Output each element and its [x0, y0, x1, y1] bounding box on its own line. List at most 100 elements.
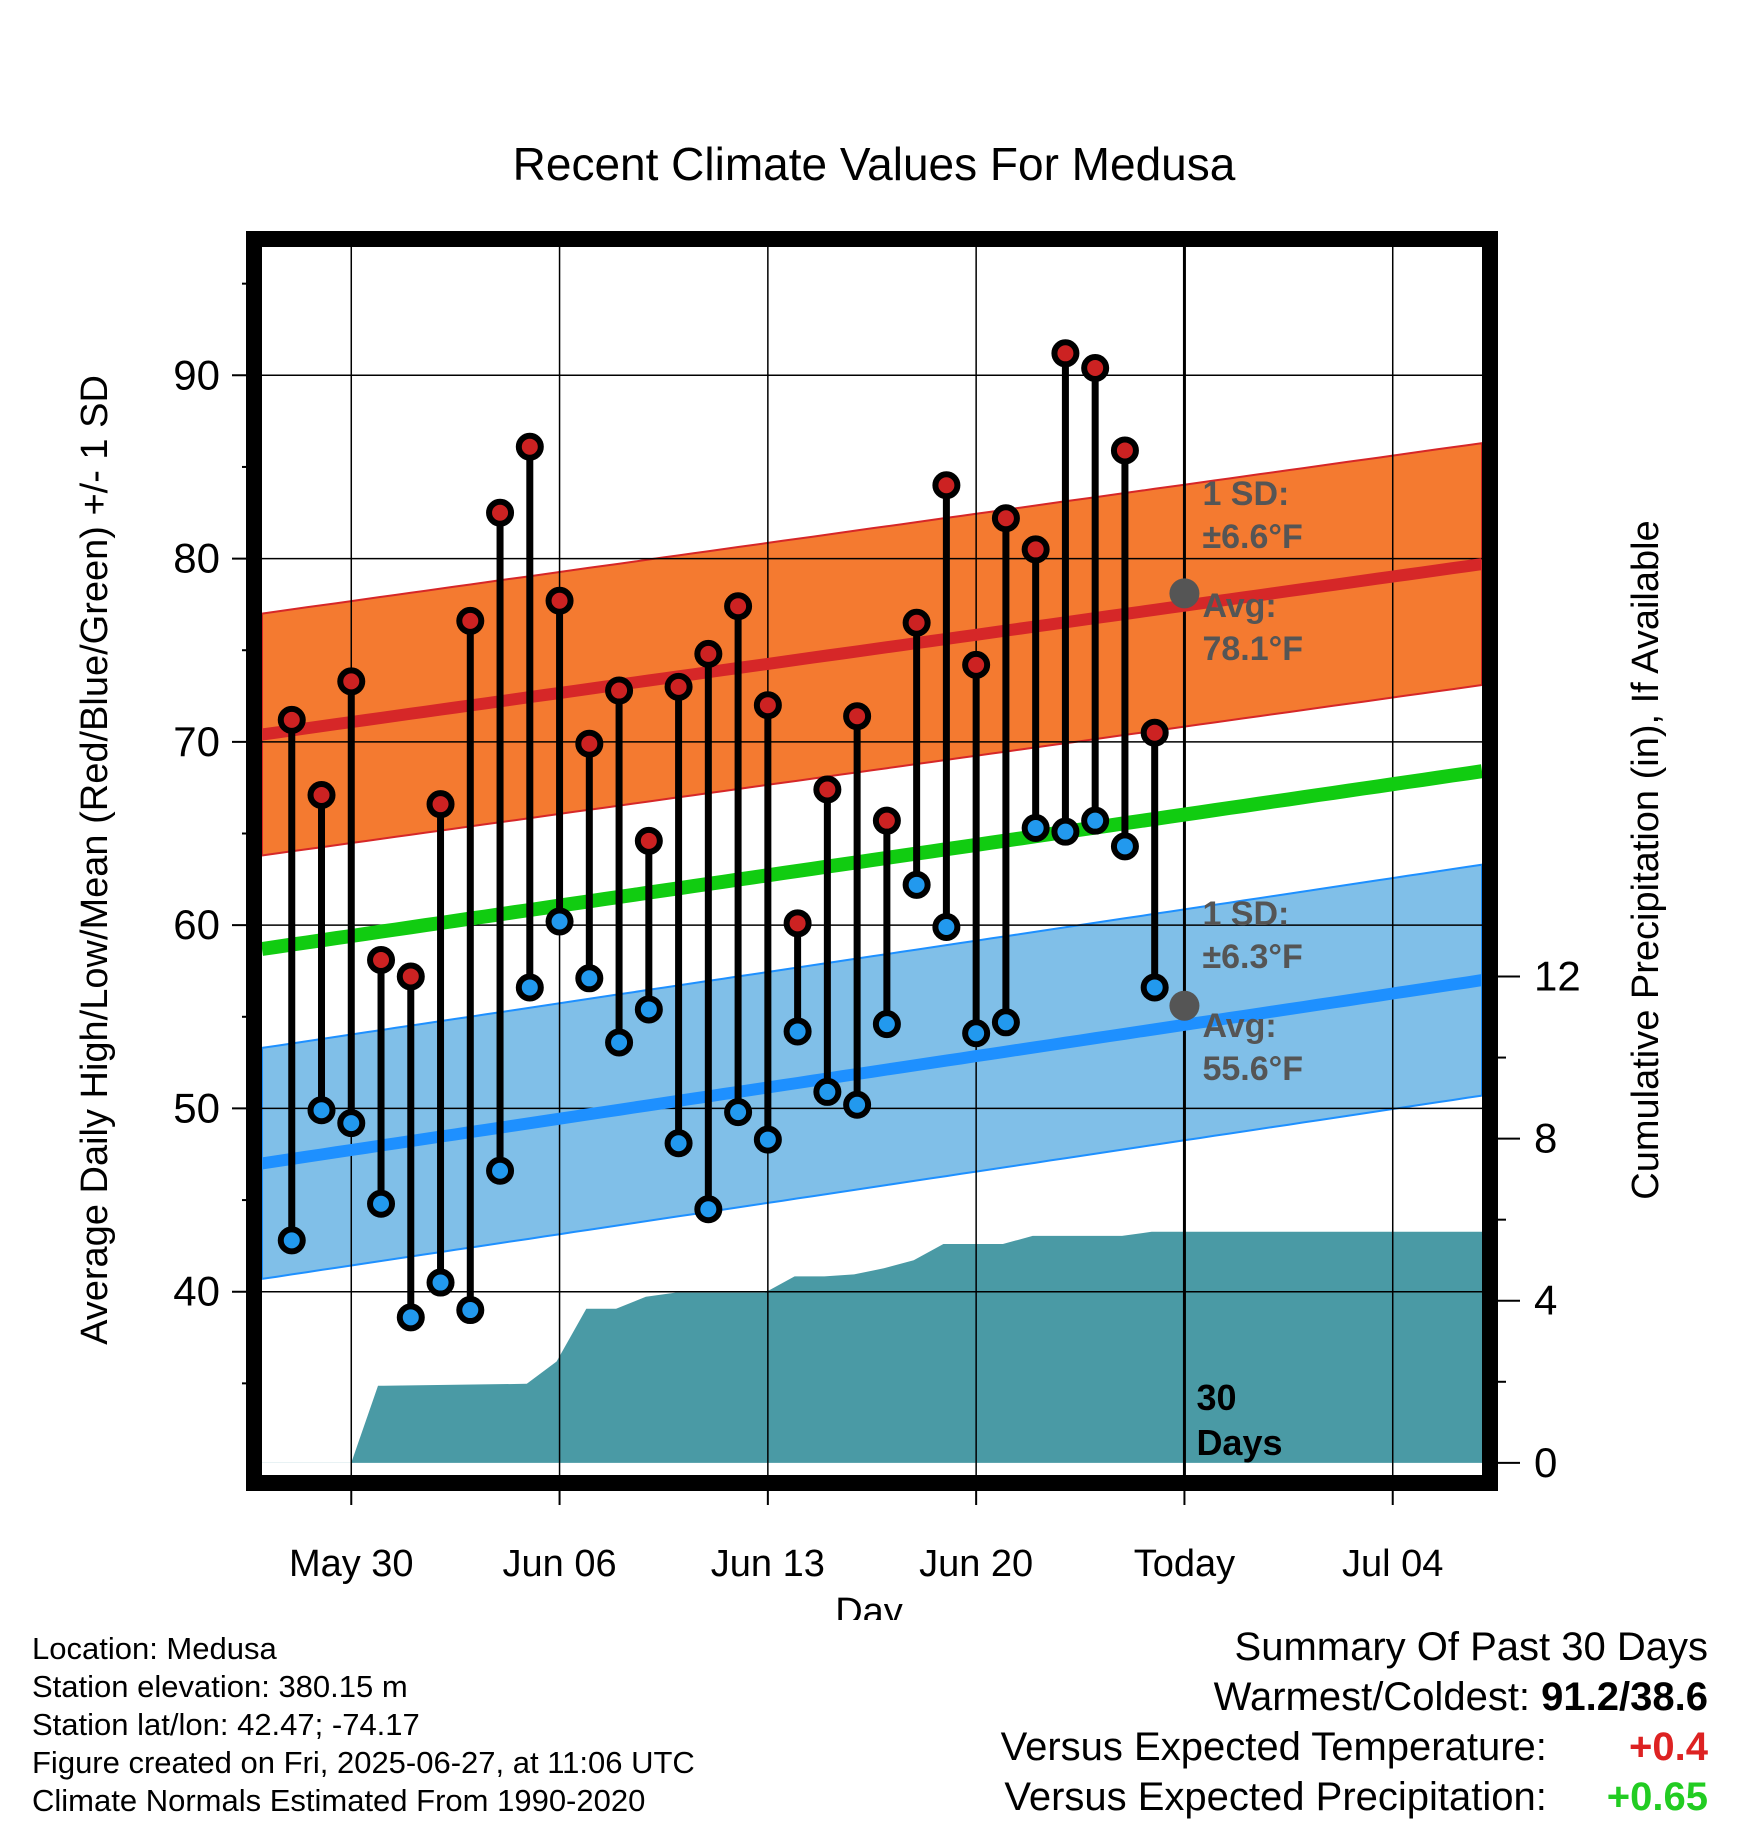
low-temp-point: [1051, 817, 1080, 846]
high-temp-point: [307, 781, 336, 810]
y-right-tick-label: 0: [1534, 1439, 1557, 1486]
created-text: Figure created on Fri, 2025-06-27, at 11…: [32, 1745, 695, 1780]
high-sd-value: ±6.6°F: [1202, 518, 1302, 556]
plot-frame: [246, 231, 1498, 1491]
warmest-value: 91.2/38.6: [1541, 1675, 1708, 1719]
low-temp-point: [277, 1226, 306, 1255]
low-temp-point: [1140, 973, 1169, 1002]
latlon-text: Station lat/lon: 42.47; -74.17: [32, 1707, 420, 1742]
low-temp-point: [486, 1156, 515, 1185]
low-temp-point: [843, 1090, 872, 1119]
low-temp-point: [1081, 806, 1110, 835]
high-temp-point: [486, 498, 515, 527]
high-temp-point: [456, 606, 485, 635]
low-temp-point: [813, 1077, 842, 1106]
low-temp-point: [396, 1303, 425, 1332]
high-temp-point: [277, 705, 306, 734]
y-axis-right-label: Cumulative Precipitation (in), If Availa…: [1625, 520, 1667, 1199]
y-right-tick-label: 8: [1534, 1115, 1557, 1162]
high-temp-point: [396, 962, 425, 991]
y-right-tick-label: 4: [1534, 1277, 1557, 1324]
high-temp-point: [1021, 535, 1050, 564]
high-temp-point: [962, 650, 991, 679]
today-high-avg-marker: [1169, 578, 1200, 609]
high-avg-label: Avg:: [1202, 587, 1276, 625]
low-temp-point: [307, 1096, 336, 1125]
high-temp-point: [426, 790, 455, 819]
plot-area: 1 SD: ±6.6°F Avg: 78.1°F 1 SD: ±6.3°F Avg: 55.6…: [173, 231, 1581, 1585]
summary-warmest-row: Warmest/Coldest: 91.2/38.6: [1001, 1672, 1708, 1722]
low-avg-value: 55.6°F: [1202, 1050, 1303, 1088]
y-left-tick-label: 60: [173, 901, 220, 948]
summary-panel: Summary Of Past 30 Days Warmest/Coldest:…: [1001, 1622, 1708, 1822]
low-temp-point: [753, 1125, 782, 1154]
high-temp-point: [367, 945, 396, 974]
x-tick-label: Today: [1134, 1543, 1235, 1585]
high-temp-point: [932, 471, 961, 500]
high-temp-point: [991, 504, 1020, 533]
low-temp-point: [634, 995, 663, 1024]
low-temp-point: [962, 1019, 991, 1048]
x-tick-label: Jun 20: [919, 1543, 1033, 1585]
low-temp-point: [902, 870, 931, 899]
high-temp-point: [813, 775, 842, 804]
y-axis-left-label: Average Daily High/Low/Mean (Red/Blue/Gr…: [74, 375, 116, 1345]
high-temp-point: [694, 639, 723, 668]
high-temp-point: [872, 806, 901, 835]
temp-label: Versus Expected Temperature:: [1000, 1725, 1547, 1769]
precip-label: Versus Expected Precipitation:: [1004, 1775, 1547, 1819]
low-temp-point: [337, 1109, 366, 1138]
climate-chart: Recent Climate Values For Medusa 1 SD: ±6…: [74, 138, 1667, 1620]
high-temp-point: [1051, 339, 1080, 368]
high-temp-point: [724, 592, 753, 621]
warmest-label: Warmest/Coldest:: [1213, 1675, 1531, 1719]
y-left-tick-label: 70: [173, 718, 220, 765]
low-sd-value: ±6.3°F: [1202, 938, 1302, 976]
x-tick-label: Jun 13: [711, 1543, 825, 1585]
y-left-tick-label: 90: [173, 351, 220, 398]
summary-title: Summary Of Past 30 Days: [1234, 1625, 1708, 1669]
y-left-tick-label: 40: [173, 1268, 220, 1315]
high-temp-point: [515, 432, 544, 461]
temp-value: +0.4: [1629, 1725, 1708, 1769]
low-temp-point: [724, 1098, 753, 1127]
low-temp-point: [545, 907, 574, 936]
high-temp-point: [664, 672, 693, 701]
high-normal-line: [261, 558, 1483, 741]
low-temp-point: [664, 1129, 693, 1158]
low-avg-label: Avg:: [1202, 1007, 1276, 1045]
y-left-tick-label: 50: [173, 1084, 220, 1131]
high-temp-point: [902, 608, 931, 637]
high-temp-point: [575, 729, 604, 758]
precip-value: +0.65: [1606, 1775, 1708, 1819]
high-sd-label: 1 SD:: [1202, 475, 1289, 513]
high-temp-point: [605, 676, 634, 705]
high-temp-point: [1110, 436, 1139, 465]
high-avg-value: 78.1°F: [1202, 630, 1303, 668]
low-sd-label: 1 SD:: [1202, 895, 1289, 933]
high-temp-point: [1081, 353, 1110, 382]
summary-temp-row: Versus Expected Temperature: +0.4: [1001, 1722, 1708, 1772]
low-temp-point: [872, 1010, 901, 1039]
elevation-text: Station elevation: 380.15 m: [32, 1669, 408, 1704]
low-temp-point: [426, 1268, 455, 1297]
low-temp-point: [1021, 814, 1050, 843]
low-temp-point: [932, 912, 961, 941]
x-tick-label: May 30: [289, 1543, 414, 1585]
low-temp-point: [783, 1017, 812, 1046]
station-info: Location: Medusa Station elevation: 380.…: [32, 1630, 695, 1820]
high-temp-point: [783, 909, 812, 938]
x-tick-label: Jul 04: [1342, 1543, 1443, 1585]
low-temp-point: [991, 1008, 1020, 1037]
x-axis-label: Day: [835, 1591, 903, 1620]
days-count-label: 30: [1196, 1377, 1236, 1418]
normals-text: Climate Normals Estimated From 1990-2020: [32, 1783, 646, 1818]
today-low-avg-marker: [1169, 990, 1200, 1021]
low-temp-point: [575, 964, 604, 993]
low-temp-point: [694, 1195, 723, 1224]
low-temp-point: [367, 1189, 396, 1218]
high-temp-point: [634, 826, 663, 855]
high-temp-point: [337, 667, 366, 696]
y-left-tick-label: 80: [173, 535, 220, 582]
low-normal-line: [261, 974, 1483, 1170]
